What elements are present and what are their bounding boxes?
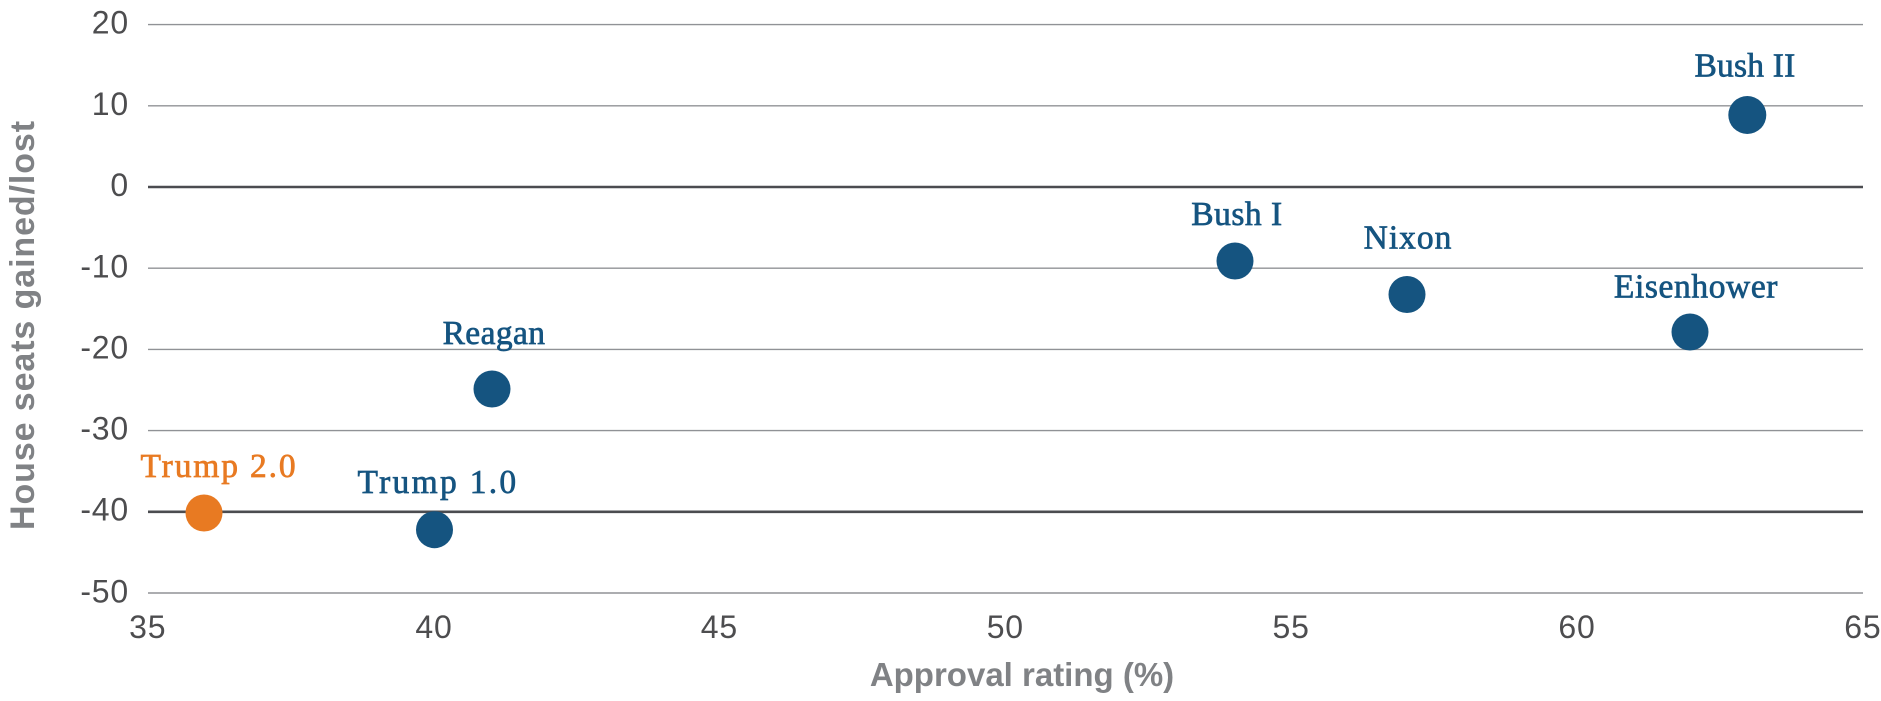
svg-text:50: 50 — [987, 609, 1024, 645]
svg-text:Eisenhower: Eisenhower — [1614, 269, 1778, 306]
svg-text:10: 10 — [92, 86, 129, 122]
svg-text:65: 65 — [1844, 609, 1881, 645]
svg-text:Bush II: Bush II — [1695, 48, 1796, 85]
svg-text:Reagan: Reagan — [443, 315, 546, 352]
svg-text:20: 20 — [92, 5, 129, 41]
svg-text:0: 0 — [110, 167, 129, 203]
svg-text:45: 45 — [701, 609, 738, 645]
svg-text:-50: -50 — [80, 574, 129, 610]
svg-text:35: 35 — [129, 609, 166, 645]
svg-text:Trump 2.0: Trump 2.0 — [141, 448, 298, 485]
svg-text:Approval rating (%): Approval rating (%) — [870, 656, 1174, 693]
svg-text:House seats gained/lost: House seats gained/lost — [4, 120, 42, 530]
svg-text:40: 40 — [415, 609, 452, 645]
svg-text:55: 55 — [1272, 609, 1309, 645]
svg-text:60: 60 — [1558, 609, 1595, 645]
svg-text:-20: -20 — [80, 330, 129, 366]
svg-text:Bush I: Bush I — [1191, 196, 1282, 233]
svg-text:Nixon: Nixon — [1364, 220, 1453, 257]
svg-text:-10: -10 — [80, 248, 129, 284]
svg-text:-30: -30 — [80, 411, 129, 447]
svg-text:Trump 1.0: Trump 1.0 — [358, 464, 519, 501]
svg-text:-40: -40 — [80, 492, 129, 528]
